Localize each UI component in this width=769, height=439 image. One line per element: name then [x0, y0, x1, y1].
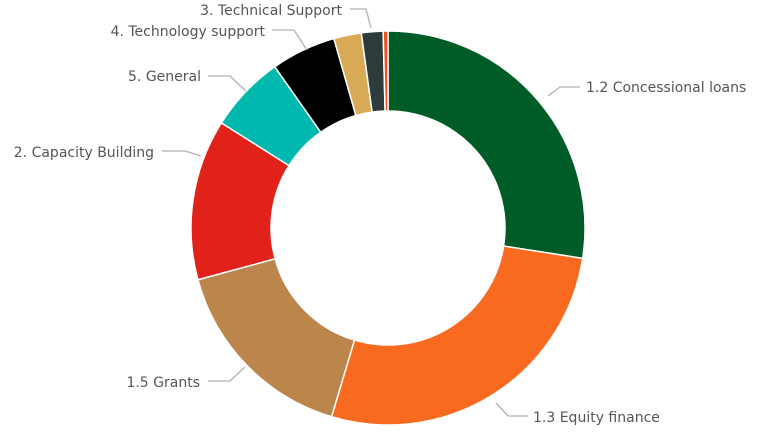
label-1-5-grants: 1.5 Grants	[126, 375, 200, 391]
leader-line-3-technical-support	[350, 8, 372, 29]
label-1-3-equity-finance: 1.3 Equity finance	[533, 410, 660, 426]
label-3-technical-support: 3. Technical Support	[200, 3, 342, 19]
leader-line-5-general	[208, 75, 247, 92]
slice-unlabeled-8	[382, 30, 389, 112]
labels-group: 1.2 Concessional loans 1.3 Equity finance…	[14, 3, 747, 426]
slice-1-2-concessional-loans	[387, 30, 586, 260]
slice-1-3-equity-finance	[330, 245, 584, 426]
leader-line-1-3-equity-finance	[495, 402, 528, 417]
leader-line-1-2-concessional-loans	[547, 86, 580, 97]
label-1-2-concessional-loans: 1.2 Concessional loans	[586, 80, 746, 96]
label-5-general: 5. General	[128, 69, 201, 85]
leader-line-2-capacity-building	[162, 150, 202, 157]
leader-line-1-5-grants	[208, 366, 246, 382]
label-2-capacity-building: 2. Capacity Building	[14, 145, 154, 161]
leader-line-4-technology-support	[272, 29, 308, 51]
label-4-technology-support: 4. Technology support	[111, 24, 266, 40]
slice-1-5-grants	[197, 257, 356, 418]
slices-group	[190, 30, 586, 426]
